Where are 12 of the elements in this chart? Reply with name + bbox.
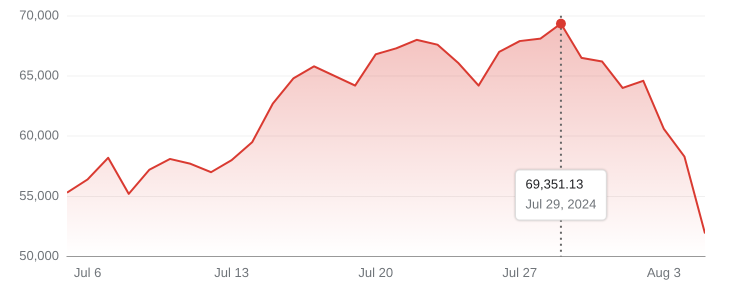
y-tick-label: 60,000: [19, 128, 59, 143]
x-tick-label: Aug 3: [646, 264, 681, 280]
y-tick-label: 55,000: [19, 188, 59, 203]
x-tick-label: Jul 27: [502, 264, 538, 280]
x-tick-label: Jul 20: [358, 264, 394, 280]
y-tick-label: 70,000: [19, 7, 59, 22]
y-tick-label: 65,000: [19, 68, 59, 83]
annotation: Jul 29, 2024: [526, 196, 596, 212]
y-tick-label: 50,000: [19, 248, 59, 263]
x-tick-label: Jul 6: [74, 264, 102, 280]
annotation: 69,351.13: [526, 176, 584, 192]
x-tick-label: Jul 13: [214, 264, 249, 280]
